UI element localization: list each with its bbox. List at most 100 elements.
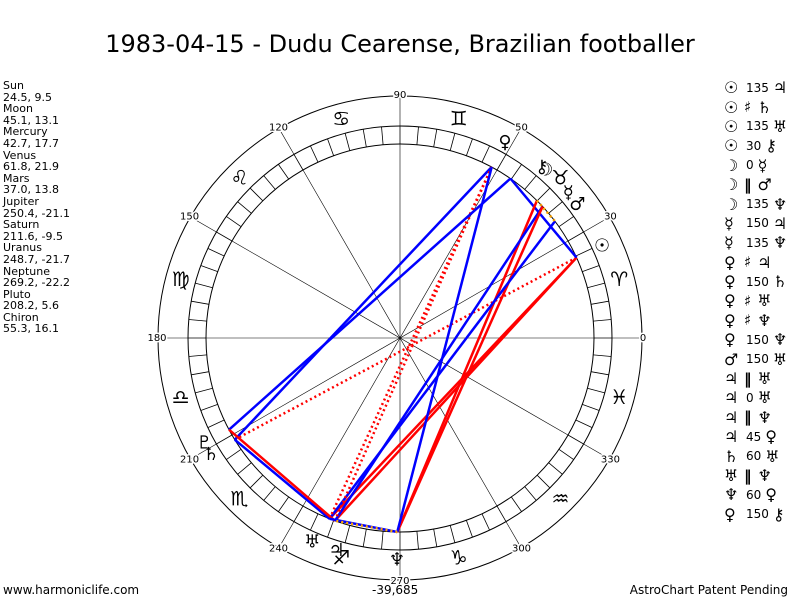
chart-title: 1983-04-15 - Dudu Cearense, Brazilian fo… (105, 30, 695, 58)
degree-tick (510, 496, 522, 512)
degree-label: 90 (394, 90, 407, 101)
degree-tick (207, 248, 225, 257)
footer-website: www.harmoniclife.com (3, 583, 140, 597)
planet-name-moon: Moon (3, 102, 33, 116)
degree-tick (567, 434, 584, 445)
degree-tick (575, 248, 593, 257)
degree-tick (433, 129, 438, 148)
aspect-line (509, 177, 578, 259)
planet-coords-mars: 37.0, 13.8 (3, 183, 59, 197)
aspect-angle: 150 (746, 216, 769, 231)
aspect-planet1-glyph: ☽ (724, 175, 739, 195)
aspect-line (233, 166, 493, 441)
degree-tick (249, 474, 264, 489)
degree-tick (200, 265, 218, 273)
degree-tick (200, 403, 218, 411)
degree-tick (593, 354, 612, 357)
aspect-symbol: ♯ (744, 253, 752, 272)
degree-tick (293, 154, 304, 171)
planet-coords-chiron: 55.3, 16.1 (3, 322, 59, 336)
degree-label: 150 (180, 212, 199, 223)
aspect-planet1-glyph: ♅ (724, 466, 739, 485)
footer-code: -39,685 (372, 583, 419, 597)
degree-tick (481, 145, 490, 163)
aspect-angle: 135 (746, 235, 769, 250)
degree-tick (226, 448, 242, 460)
aspect-row: ☉ 30 ⚷ (724, 136, 800, 155)
aspect-planet1-glyph: ☉ (724, 116, 739, 136)
degree-tick (381, 531, 384, 550)
aspect-row: ♅ ‖ ♆ (724, 466, 800, 485)
sign-glyph: ♈ (610, 267, 628, 291)
aspect-planet2-glyph: ♀ (765, 485, 777, 505)
aspect-planet2-glyph: ⚷ (765, 136, 777, 156)
degree-tick (496, 154, 507, 171)
planet-name-venus: Venus (3, 148, 37, 162)
aspect-planet2-glyph: ♃ (772, 78, 788, 98)
aspect-planet1-glyph: ☽ (724, 194, 739, 214)
degree-tick (536, 474, 551, 489)
planet-glyph-mercury: ☿ (563, 183, 574, 204)
degree-label: 210 (180, 455, 199, 466)
aspect-row: ☉ 135 ♅ (724, 117, 800, 136)
house-spoke (231, 240, 569, 436)
planet-coords-saturn: 211.6, -9.5 (3, 229, 63, 243)
aspect-row: ♃ ‖ ♆ (724, 408, 800, 427)
planet-position-list: Sun 24.5, 9.5 Moon 45.1, 13.1 Mercury 42.7, 1… (3, 80, 70, 335)
aspect-lines (228, 166, 578, 534)
planet-glyph-saturn: ♄ (203, 444, 219, 465)
degree-tick (327, 138, 335, 156)
aspect-row: ☿ 135 ♆ (724, 233, 800, 252)
degree-tick (558, 448, 574, 460)
degree-tick (582, 403, 600, 411)
degree-tick (293, 505, 304, 522)
aspect-planet1-glyph: ♀ (724, 252, 736, 272)
aspect-planet2-glyph: ♅ (757, 369, 772, 389)
aspect-angle: 135 (746, 119, 769, 134)
degree-tick (191, 300, 210, 305)
aspect-line (328, 220, 556, 520)
degree-tick (278, 496, 290, 512)
degree-tick (195, 282, 213, 289)
aspect-row: ♃ 45 ♀ (724, 427, 800, 446)
aspect-planet1-glyph: ♀ (724, 291, 736, 311)
aspect-row: ♄ 60 ♅ (724, 446, 800, 466)
degree-tick (310, 145, 319, 163)
aspect-row: ☽ 0 ☿ (724, 156, 800, 175)
aspect-line (328, 256, 578, 520)
degree-tick (344, 525, 351, 543)
aspect-row: ☽ 135 ♆ (724, 194, 800, 214)
degree-tick (582, 265, 600, 273)
aspect-row: ♀ ♯ ♆ (724, 311, 800, 330)
aspect-planet1-glyph: ☉ (724, 136, 739, 156)
degree-tick (587, 387, 605, 394)
degree-tick (590, 371, 609, 376)
planet-name-neptune: Neptune (3, 264, 51, 278)
aspect-planet2-glyph: ♄ (772, 272, 788, 292)
aspect-planet1-glyph: ♆ (724, 485, 739, 505)
degree-tick (216, 231, 233, 242)
aspect-line (334, 519, 398, 534)
aspect-line (233, 438, 331, 520)
aspect-planet1-glyph: ♃ (724, 407, 739, 427)
aspect-row: ♀ ♯ ♅ (724, 291, 800, 310)
degree-tick (362, 528, 367, 547)
aspect-row: ♀ 150 ♄ (724, 272, 800, 291)
aspect-line (328, 166, 493, 520)
aspect-row: ☿ 150 ♃ (724, 214, 800, 233)
sign-divider (505, 521, 522, 548)
aspect-angle: 0 (746, 158, 754, 173)
aspect-planet1-glyph: ♃ (724, 427, 739, 447)
planet-name-pluto: Pluto (3, 287, 31, 301)
degree-tick (188, 354, 207, 357)
aspect-planet1-glyph: ☽ (724, 155, 739, 175)
aspect-planet2-glyph: ♆ (772, 233, 788, 253)
degree-label: 330 (601, 455, 620, 466)
sign-glyph: ♓ (610, 385, 628, 409)
aspect-planet2-glyph: ♆ (772, 330, 788, 350)
degree-tick (524, 486, 537, 501)
planet-coords-neptune: 269.2, -22.2 (3, 276, 70, 290)
degree-tick (593, 319, 612, 322)
aspect-planet1-glyph: ☿ (724, 213, 734, 233)
planet-glyph-neptune: ♆ (389, 549, 405, 570)
